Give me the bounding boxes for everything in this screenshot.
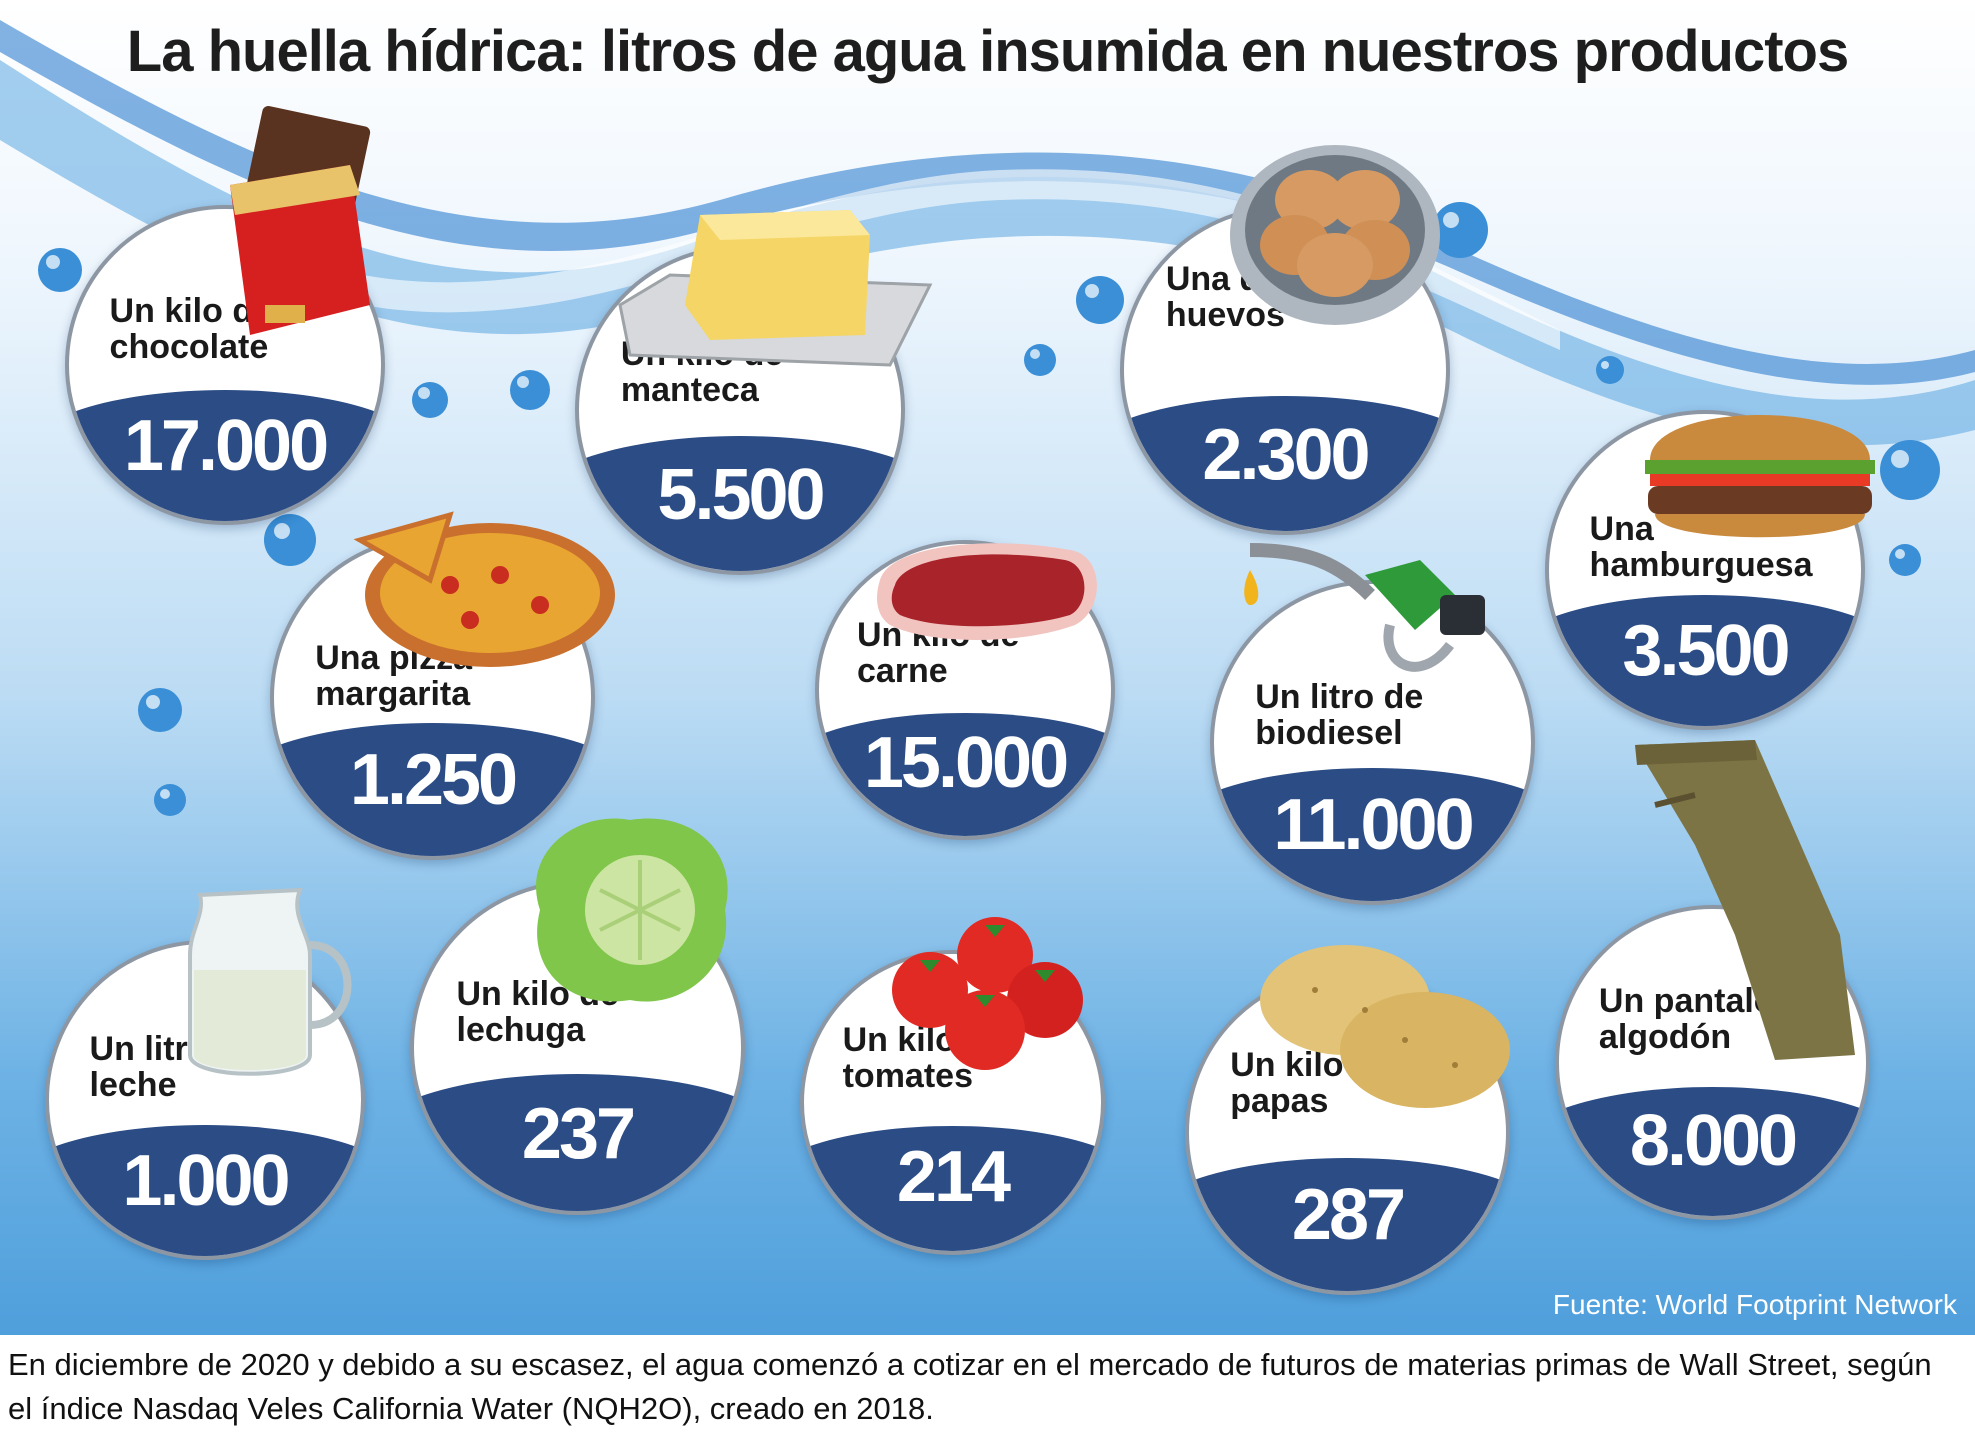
value-band — [1124, 395, 1446, 531]
item-value: 287 — [1291, 1175, 1406, 1256]
value-band — [274, 722, 591, 856]
tomatoes-icon — [892, 917, 1083, 1070]
item-value: 8.000 — [1629, 1101, 1798, 1182]
hamburger-icon — [1645, 415, 1875, 538]
value-band — [69, 389, 381, 521]
source-note: Fuente: World Footprint Network — [1552, 1289, 1957, 1320]
chart-title: La huella hídrica: litros de agua insumi… — [126, 19, 1849, 84]
lettuce-icon — [536, 818, 728, 1002]
item-bubble-meat: Un kilo de carne 15.000 — [815, 540, 1115, 840]
item-value: 1.250 — [349, 740, 518, 821]
value-band — [819, 713, 1111, 836]
value-band — [49, 1124, 361, 1256]
item-label: Un kilo de chocolate — [109, 292, 273, 367]
item-value: 11.000 — [1273, 785, 1474, 866]
fuel-nozzle-icon — [1244, 543, 1485, 672]
chocolate-bar-icon — [230, 105, 371, 335]
item-value: 214 — [896, 1137, 1011, 1218]
pizza-icon — [353, 511, 615, 667]
item-value: 3.500 — [1622, 610, 1790, 691]
caption-text: En diciembre de 2020 y debido a su escas… — [8, 1347, 1932, 1426]
item-value: 17.000 — [123, 405, 329, 486]
potatoes-icon — [1260, 945, 1510, 1108]
item-label: Una hamburguesa — [1589, 509, 1813, 584]
item-value: 15.000 — [863, 722, 1069, 803]
value-band — [1559, 1087, 1866, 1216]
item-value: 5.500 — [657, 454, 825, 535]
item-value: 2.300 — [1202, 414, 1370, 495]
item-label: Un litro de biodiesel — [1255, 678, 1424, 753]
value-band — [579, 435, 901, 571]
value-band — [414, 1073, 741, 1211]
eggs-bowl-icon — [1230, 145, 1440, 325]
butter-dish-icon — [618, 210, 933, 367]
steak-icon — [877, 543, 1097, 640]
item-value: 1.000 — [122, 1140, 290, 1221]
value-band — [1549, 594, 1861, 726]
infographic: La huella hídrica: litros de agua insumi… — [0, 0, 1975, 1335]
milk-jug-icon — [188, 887, 352, 1076]
value-band — [804, 1126, 1101, 1251]
item-value: 237 — [521, 1094, 636, 1175]
trousers-icon — [1635, 740, 1855, 1060]
value-band — [1189, 1157, 1506, 1291]
value-band — [1214, 767, 1531, 901]
